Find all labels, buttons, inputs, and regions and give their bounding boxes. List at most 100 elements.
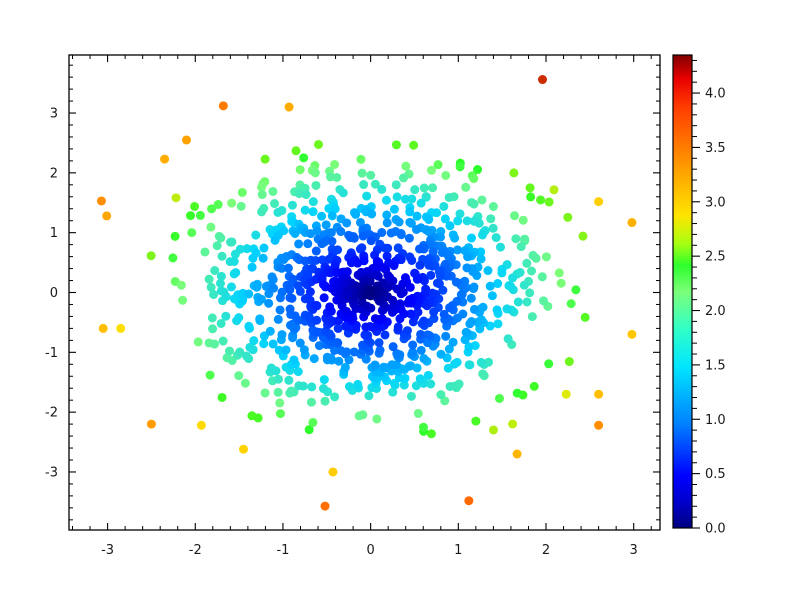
x-axis-tick-labels: -3 -2 -1 0 1 2 3 bbox=[101, 543, 638, 558]
scatter-point bbox=[294, 315, 304, 325]
scatter-point bbox=[541, 252, 551, 262]
scatter-point bbox=[388, 387, 398, 397]
scatter-point bbox=[396, 230, 406, 240]
scatter-point bbox=[495, 242, 505, 252]
scatter-point bbox=[627, 218, 637, 228]
scatter-point bbox=[419, 183, 429, 193]
scatter-point bbox=[229, 257, 239, 267]
scatter-point bbox=[332, 337, 342, 347]
scatter-point bbox=[469, 199, 479, 209]
scatter-point bbox=[488, 223, 498, 233]
scatter-point bbox=[509, 168, 519, 178]
colorbar-tick-label: 2.5 bbox=[705, 250, 726, 265]
scatter-point bbox=[391, 140, 401, 150]
colorbar: 0.0 0.5 1.0 1.5 2.0 2.5 3.0 3.5 4.0 bbox=[672, 54, 726, 537]
scatter-point bbox=[218, 336, 228, 346]
scatter-point bbox=[244, 289, 254, 299]
scatter-point bbox=[454, 379, 464, 389]
scatter-point bbox=[314, 139, 324, 149]
scatter-point bbox=[455, 209, 465, 219]
scatter-point bbox=[416, 329, 426, 339]
scatter-point bbox=[98, 323, 108, 333]
scatter-point bbox=[358, 231, 368, 241]
scatter-point bbox=[469, 174, 479, 184]
scatter-point bbox=[536, 195, 546, 205]
scatter-point bbox=[365, 288, 375, 298]
scatter-point bbox=[287, 293, 297, 303]
scatter-point bbox=[452, 245, 462, 255]
scatter-point bbox=[273, 387, 283, 397]
scatter-point bbox=[451, 277, 461, 287]
scatter-point bbox=[537, 272, 547, 282]
scatter-point bbox=[522, 297, 532, 307]
scatter-point bbox=[374, 338, 384, 348]
scatter-point bbox=[544, 197, 554, 207]
scatter-point bbox=[410, 185, 420, 195]
scatter-point bbox=[439, 309, 449, 319]
scatter-point bbox=[362, 191, 372, 201]
scatter-point bbox=[237, 187, 247, 197]
scatter-point bbox=[491, 233, 501, 243]
scatter-point bbox=[259, 339, 269, 349]
scatter-point bbox=[512, 449, 522, 459]
scatter-point bbox=[215, 278, 225, 288]
scatter-point bbox=[444, 192, 454, 202]
scatter-point bbox=[594, 389, 604, 399]
scatter-point bbox=[318, 384, 328, 394]
scatter-point bbox=[286, 386, 296, 396]
scatter-point bbox=[483, 266, 493, 276]
scatter-point bbox=[476, 254, 486, 264]
scatter-point bbox=[221, 311, 231, 321]
scatter-point bbox=[304, 425, 314, 435]
scatter-point bbox=[428, 247, 438, 257]
x-tick-label: 1 bbox=[454, 543, 462, 558]
scatter-point bbox=[212, 241, 222, 251]
scatter-point bbox=[494, 393, 504, 403]
scatter-point bbox=[444, 344, 454, 354]
scatter-point bbox=[389, 204, 399, 214]
scatter-point bbox=[116, 323, 126, 333]
scatter-point bbox=[301, 190, 311, 200]
scatter-point bbox=[210, 266, 220, 276]
scatter-point bbox=[367, 209, 377, 219]
scatter-point bbox=[257, 190, 267, 200]
scatter-point bbox=[360, 330, 370, 340]
scatter-point bbox=[216, 233, 226, 243]
scatter-point bbox=[511, 234, 521, 244]
scatter-point bbox=[432, 278, 442, 288]
scatter-point bbox=[512, 388, 522, 398]
scatter-point bbox=[319, 293, 329, 303]
scatter-point bbox=[274, 345, 284, 355]
scatter-point bbox=[392, 192, 402, 202]
scatter-point bbox=[563, 212, 573, 222]
scatter-point bbox=[324, 203, 334, 213]
scatter-point bbox=[450, 233, 460, 243]
scatter-point bbox=[231, 268, 241, 278]
scatter-point bbox=[216, 271, 226, 281]
scatter-point bbox=[328, 467, 338, 477]
scatter-point bbox=[426, 429, 436, 439]
colorbar-tick-label: 2.0 bbox=[705, 304, 726, 319]
scatter-point bbox=[377, 228, 387, 238]
scatter-point bbox=[146, 251, 156, 261]
scatter-point bbox=[419, 354, 429, 364]
scatter-point bbox=[461, 182, 471, 192]
scatter-point bbox=[377, 314, 387, 324]
scatter-point bbox=[327, 211, 337, 221]
scatter-point bbox=[538, 296, 548, 306]
y-tick-label: 1 bbox=[50, 226, 58, 241]
scatter-point bbox=[462, 263, 472, 273]
scatter-point bbox=[594, 197, 604, 207]
scatter-point bbox=[213, 200, 223, 210]
scatter-point bbox=[502, 304, 512, 314]
scatter-point bbox=[439, 201, 449, 211]
scatter-point bbox=[477, 195, 487, 205]
scatter-point bbox=[258, 253, 268, 263]
scatter-point bbox=[330, 204, 340, 214]
scatter-point bbox=[259, 243, 269, 253]
scatter-point bbox=[406, 309, 416, 319]
scatter-point bbox=[476, 357, 486, 367]
scatter-point bbox=[508, 273, 518, 283]
scatter-point bbox=[312, 315, 322, 325]
